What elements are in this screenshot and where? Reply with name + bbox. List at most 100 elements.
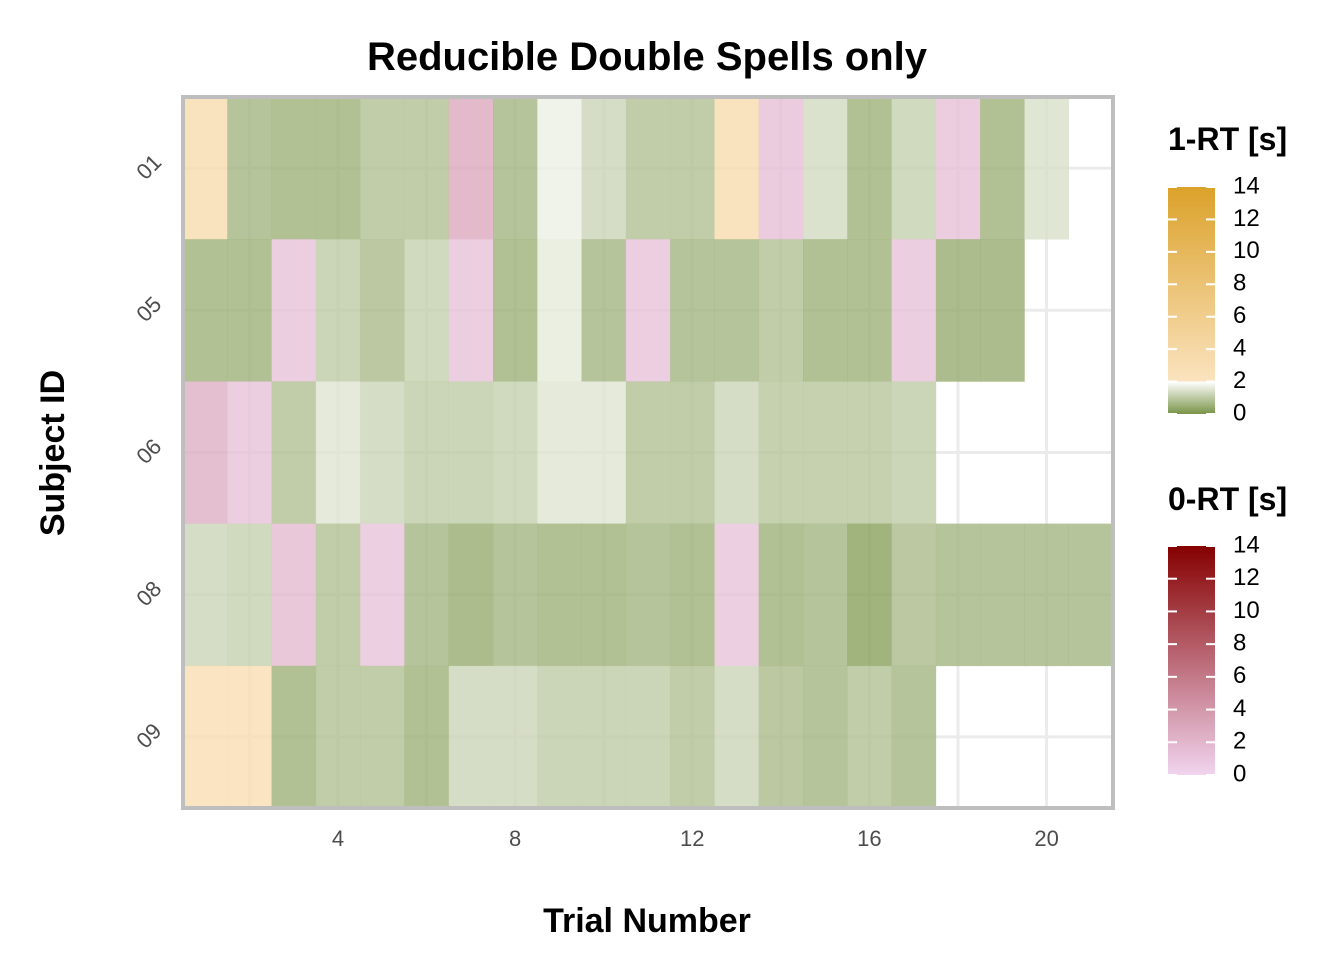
heatmap-cell <box>891 665 937 809</box>
heatmap-cell <box>227 381 272 524</box>
heatmap-cell <box>935 97 981 240</box>
y-tick-label: 09 <box>131 718 166 753</box>
legend-tick-label: 2 <box>1233 728 1246 755</box>
legend-tick-label: 12 <box>1233 205 1260 232</box>
heatmap-cell <box>714 239 760 382</box>
heatmap-cell <box>1068 523 1114 667</box>
heatmap-cell <box>581 523 627 667</box>
heatmap-cell <box>625 97 671 240</box>
heatmap-cell <box>227 97 272 240</box>
legend-tick-label: 14 <box>1233 172 1260 199</box>
heatmap-cell <box>670 665 715 809</box>
heatmap-cell <box>980 97 1025 240</box>
heatmap-cell <box>847 665 892 809</box>
x-tick-label: 12 <box>680 826 704 851</box>
y-tick-label: 08 <box>131 576 166 611</box>
heatmap-cell <box>847 97 892 240</box>
heatmap-cell <box>448 97 494 240</box>
heatmap-cell <box>448 239 494 382</box>
heatmap-cell <box>714 381 760 524</box>
legend-title: 0-RT [s] <box>1168 481 1287 517</box>
heatmap-cell <box>537 523 582 667</box>
heatmap-cell <box>271 97 317 240</box>
legend-tick-label: 10 <box>1233 237 1260 264</box>
heatmap-cell <box>493 97 538 240</box>
heatmap-cell <box>625 381 671 524</box>
legend-tick-label: 6 <box>1233 302 1246 329</box>
heatmap-cell <box>891 239 937 382</box>
heatmap-cell <box>493 523 538 667</box>
heatmap-cell <box>271 239 317 382</box>
heatmap-cell <box>980 523 1025 667</box>
legend-tick-label: 4 <box>1233 334 1246 361</box>
heatmap-cell <box>847 239 892 382</box>
heatmap-cell <box>537 381 582 524</box>
heatmap-cells <box>183 97 1114 809</box>
heatmap-cell <box>980 239 1025 382</box>
heatmap-cell <box>315 665 361 809</box>
y-axis-title: Subject ID <box>34 370 72 536</box>
heatmap-cell <box>935 239 981 382</box>
heatmap-cell <box>758 239 804 382</box>
heatmap-cell <box>803 381 848 524</box>
heatmap-cell <box>448 381 494 524</box>
heatmap-cell <box>625 665 671 809</box>
heatmap-cell <box>183 381 228 524</box>
legend-tick-label: 4 <box>1233 695 1246 722</box>
heatmap-cell <box>271 523 317 667</box>
legends: 1-RT [s] 0 2 4 6 8 10 12 14 0-RT [s] 0 2 4 6 8 10 12 14 <box>1168 121 1287 787</box>
heatmap-cell <box>493 239 538 382</box>
heatmap-cell <box>360 239 405 382</box>
chart-title: Reducible Double Spells only <box>367 35 928 79</box>
legend-tick-label: 2 <box>1233 367 1246 394</box>
heatmap-cell <box>714 523 760 667</box>
legend-colorbar <box>1168 546 1215 775</box>
heatmap-cell <box>758 665 804 809</box>
heatmap-cell <box>670 97 715 240</box>
heatmap-cell <box>803 665 848 809</box>
heatmap-cell <box>891 523 937 667</box>
heatmap-cell <box>537 239 582 382</box>
heatmap-cell <box>448 523 494 667</box>
legend-colorbar <box>1168 187 1215 414</box>
heatmap-cell <box>183 665 228 809</box>
heatmap-cell <box>847 523 892 667</box>
heatmap-cell <box>670 381 715 524</box>
heatmap-cell <box>581 97 627 240</box>
heatmap-cell <box>183 97 228 240</box>
heatmap-cell <box>758 523 804 667</box>
heatmap-cell <box>404 239 450 382</box>
heatmap-cell <box>271 665 317 809</box>
x-tick-label: 8 <box>509 826 521 851</box>
heatmap-cell <box>625 523 671 667</box>
heatmap-cell <box>758 381 804 524</box>
heatmap-cell <box>1024 97 1070 240</box>
heatmap-cell <box>404 665 450 809</box>
legend-tick-label: 10 <box>1233 597 1260 624</box>
x-tick-label: 20 <box>1034 826 1058 851</box>
heatmap-cell <box>1024 523 1070 667</box>
heatmap-cell <box>404 523 450 667</box>
legend-title: 1-RT [s] <box>1168 121 1287 157</box>
heatmap-cell <box>360 523 405 667</box>
heatmap-cell <box>227 523 272 667</box>
heatmap-cell <box>581 381 627 524</box>
legend-tick-label: 8 <box>1233 629 1246 656</box>
heatmap-cell <box>537 665 582 809</box>
heatmap-cell <box>803 97 848 240</box>
x-axis-title: Trial Number <box>543 902 751 940</box>
heatmap-cell <box>758 97 804 240</box>
heatmap-cell <box>271 381 317 524</box>
heatmap-cell <box>670 239 715 382</box>
heatmap-cell <box>227 239 272 382</box>
heatmap-cell <box>227 665 272 809</box>
heatmap-cell <box>581 665 627 809</box>
x-axis-ticks: 4 8 12 16 20 <box>332 826 1059 851</box>
x-tick-label: 4 <box>332 826 344 851</box>
heatmap-cell <box>714 665 760 809</box>
legend-tick-label: 6 <box>1233 662 1246 689</box>
legend-tick-label: 0 <box>1233 760 1246 787</box>
legend-tick-label: 0 <box>1233 399 1246 426</box>
